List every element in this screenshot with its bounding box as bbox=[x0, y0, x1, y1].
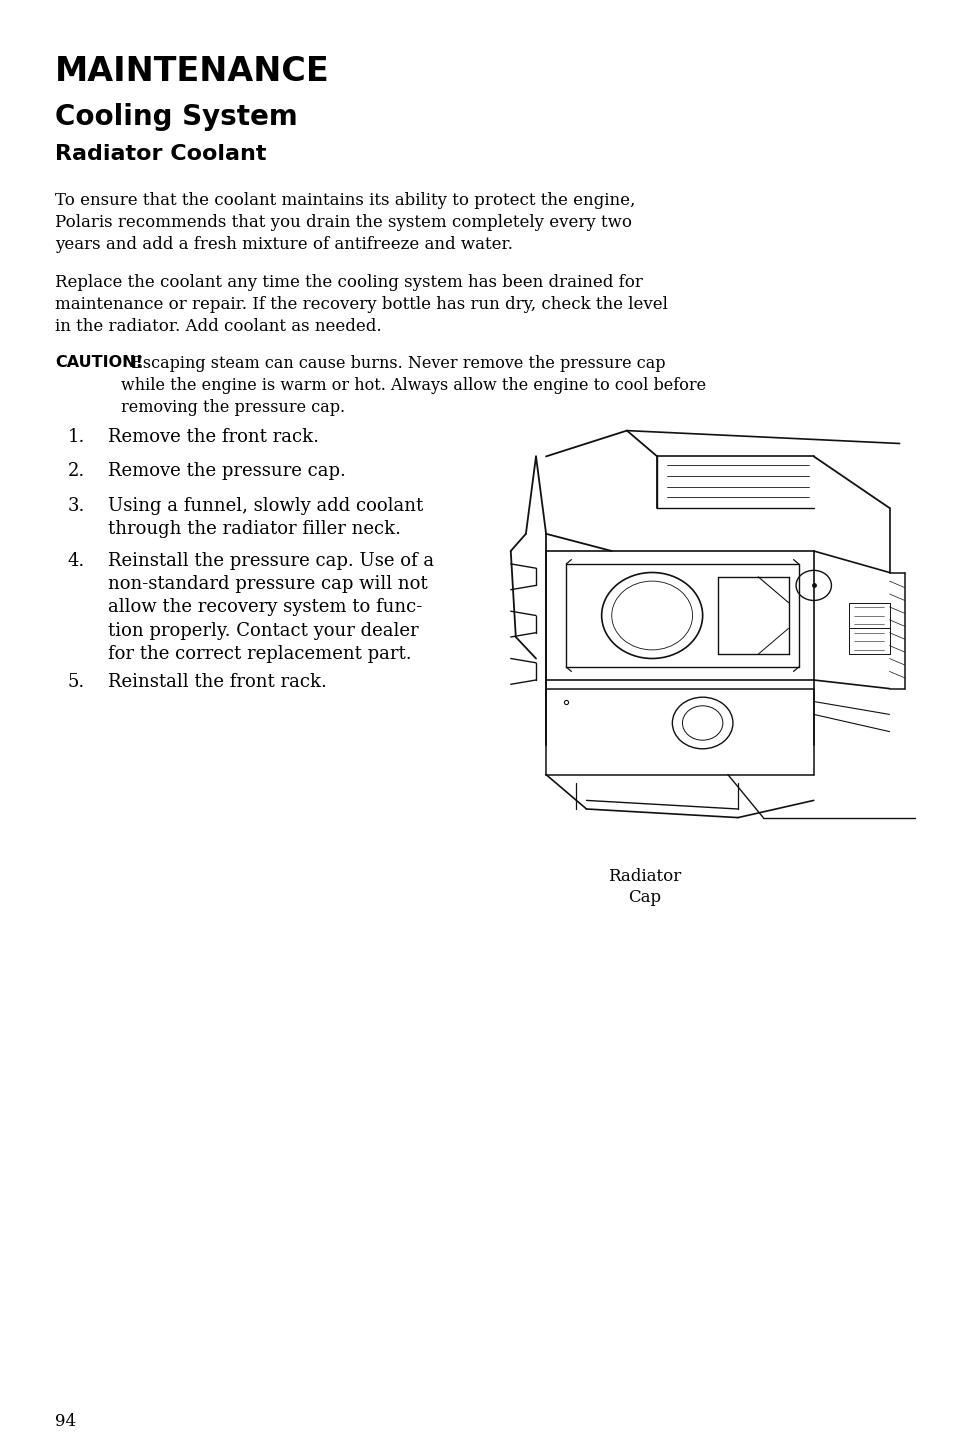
Text: Replace the coolant any time the cooling system has been drained for
maintenance: Replace the coolant any time the cooling… bbox=[55, 273, 667, 336]
Text: Radiator
Cap: Radiator Cap bbox=[608, 868, 680, 906]
Text: 5.: 5. bbox=[68, 673, 85, 691]
Text: MAINTENANCE: MAINTENANCE bbox=[55, 55, 330, 89]
Text: 1.: 1. bbox=[68, 427, 85, 446]
Text: Using a funnel, slowly add coolant
through the radiator filler neck.: Using a funnel, slowly add coolant throu… bbox=[108, 497, 423, 538]
Text: Reinstall the pressure cap. Use of a
non-standard pressure cap will not
allow th: Reinstall the pressure cap. Use of a non… bbox=[108, 553, 434, 663]
Text: To ensure that the coolant maintains its ability to protect the engine,
Polaris : To ensure that the coolant maintains its… bbox=[55, 192, 635, 253]
Text: 94: 94 bbox=[55, 1413, 76, 1429]
Text: CAUTION!: CAUTION! bbox=[55, 355, 143, 369]
Text: 2.: 2. bbox=[68, 462, 85, 480]
Text: Radiator Coolant: Radiator Coolant bbox=[55, 144, 266, 164]
Text: 4.: 4. bbox=[68, 553, 85, 570]
Text: Remove the pressure cap.: Remove the pressure cap. bbox=[108, 462, 346, 480]
Text: Escaping steam can cause burns. Never remove the pressure cap
while the engine i: Escaping steam can cause burns. Never re… bbox=[121, 355, 705, 416]
Text: Reinstall the front rack.: Reinstall the front rack. bbox=[108, 673, 327, 691]
Text: Remove the front rack.: Remove the front rack. bbox=[108, 427, 318, 446]
Text: Cooling System: Cooling System bbox=[55, 103, 297, 131]
Text: 3.: 3. bbox=[68, 497, 85, 515]
